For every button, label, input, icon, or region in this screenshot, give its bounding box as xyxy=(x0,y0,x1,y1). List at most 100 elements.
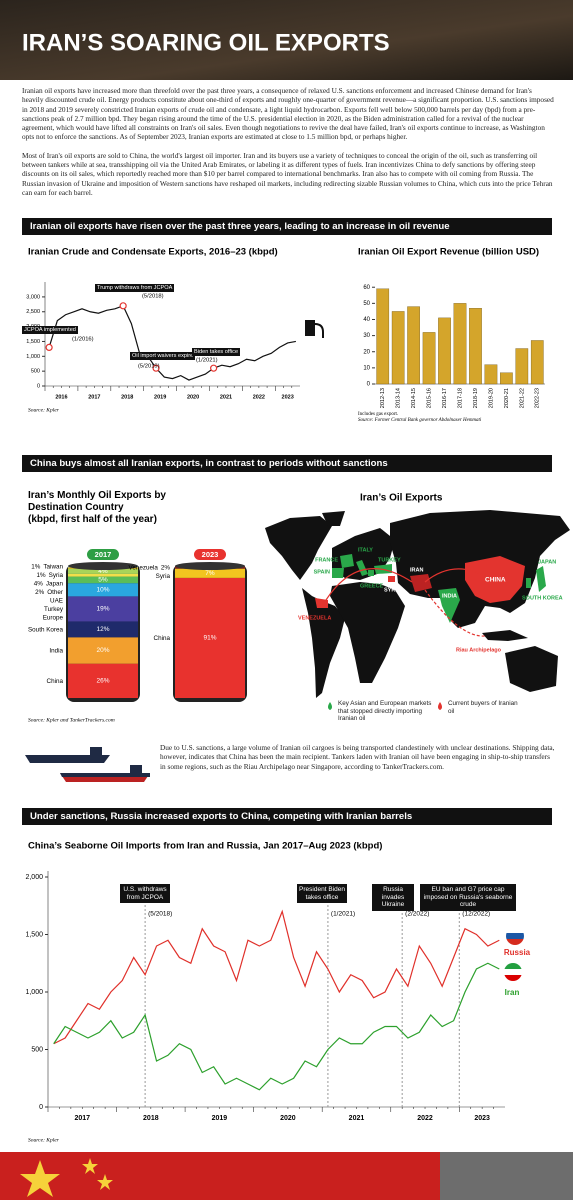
event-label: Russia invades Ukraine xyxy=(372,884,414,911)
x-tick-label: 2016-17 xyxy=(442,388,448,408)
barrel-segment xyxy=(175,577,245,698)
side-label-part: 2% xyxy=(161,564,171,571)
side-label-part: Japan xyxy=(46,580,64,587)
side-label: 1% Taiwan xyxy=(31,563,63,570)
chart-title: Iran’s Monthly Oil Exports by Destinatio… xyxy=(28,490,166,513)
flag-iran xyxy=(504,963,522,981)
side-label: South Korea xyxy=(28,626,64,633)
y-tick-label: 30 xyxy=(363,333,370,339)
chart-title: Iranian Oil Export Revenue (billion USD) xyxy=(358,247,539,258)
bar xyxy=(407,306,420,385)
value-label: 5% xyxy=(98,577,108,584)
x-tick-label: 2020 xyxy=(187,394,199,400)
current-buyers xyxy=(315,556,525,608)
x-tick-label: 2013-14 xyxy=(396,388,402,408)
page-title: IRAN’S SOARING OIL EXPORTS xyxy=(22,29,390,56)
y-tick-label: 2,500 xyxy=(26,309,40,315)
side-label-part: UAE xyxy=(50,597,63,604)
map-title: Iran’s Oil Exports xyxy=(360,493,443,504)
map-label: IRAN xyxy=(410,567,423,573)
event-date: (5/2018) xyxy=(148,911,172,918)
chart: China’s Seaborne Oil Imports from Iran a… xyxy=(25,841,531,1144)
former-buyers xyxy=(332,554,546,623)
event-label: EU ban and G7 price cap imposed on Russi… xyxy=(420,884,516,911)
chart-subtitle: (kbpd, first half of the year) xyxy=(28,514,157,525)
x-tick-label: 2018 xyxy=(143,1115,159,1122)
chart-title: Iranian Crude and Condensate Exports, 20… xyxy=(28,247,278,258)
map-label: Riau Archipelago xyxy=(456,647,502,653)
side-label-part: Syria xyxy=(49,572,64,579)
pump-icon xyxy=(305,320,324,338)
y-tick-label: 500 xyxy=(31,1046,43,1053)
x-tick-label: 2017-18 xyxy=(457,388,463,408)
value-label: 7% xyxy=(205,570,215,577)
x-tick-label: 2021 xyxy=(349,1115,365,1122)
event-date: (2/2022) xyxy=(405,911,429,918)
event-date: (1/2021) xyxy=(331,911,355,918)
note: Source: Former Central Bank governor Abd… xyxy=(358,418,482,423)
map: Iran’s Oil Exports FRANCE SPAIN xyxy=(265,493,570,710)
side-label-part: India xyxy=(49,647,63,654)
value-label: 91% xyxy=(203,635,216,642)
event-date: (5/2019) xyxy=(138,364,160,370)
side-label-part: Other xyxy=(47,589,63,596)
barrel-segment xyxy=(68,621,138,638)
intro: Iranian oil exports have increased more … xyxy=(22,86,554,206)
barrel-segment xyxy=(68,568,138,574)
bar xyxy=(422,332,436,385)
source: Source: Kpler xyxy=(28,407,60,413)
bar xyxy=(438,317,451,385)
note: Includes gas export. xyxy=(358,412,398,417)
x-tick-label: 2022 xyxy=(253,394,265,400)
value-label: 12% xyxy=(96,626,109,633)
y-tick-label: 40 xyxy=(363,317,370,323)
event-label: Biden takes office xyxy=(192,348,241,356)
map-label: SYRIA xyxy=(384,587,401,593)
side-label: 4% Japan xyxy=(34,580,64,587)
legend-symbol xyxy=(438,702,442,710)
ship-note: Due to U.S. sanctions, a large volume of… xyxy=(160,743,555,771)
side-label-part: China xyxy=(47,678,64,685)
category-label: 2023 xyxy=(202,550,219,559)
x-tick-label: 2021 xyxy=(220,394,232,400)
year-pill xyxy=(194,549,226,560)
x-tick-label: 2022-23 xyxy=(535,388,541,408)
line-series xyxy=(48,305,296,381)
x-tick-label: 2020-21 xyxy=(504,388,510,408)
bar xyxy=(515,348,529,385)
side-label: Europe xyxy=(43,614,64,621)
side-label: Syria xyxy=(156,572,171,579)
x-tick-label: 2018-19 xyxy=(473,388,479,408)
side-label: Turkey xyxy=(44,606,64,613)
map-label: CHINA xyxy=(485,577,506,584)
side-label-part: 1% xyxy=(31,563,41,570)
map-label: GREECE xyxy=(360,583,384,589)
x-tick-label: 2023 xyxy=(282,394,294,400)
x-tick-label: 2017 xyxy=(88,394,100,400)
event-label: President Biden takes office xyxy=(297,884,347,903)
header: IRAN’S SOARING OIL EXPORTS xyxy=(0,0,573,80)
y-tick-label: 0 xyxy=(367,382,371,388)
barrel-segment xyxy=(68,637,138,664)
chart: Iranian Crude and Condensate Exports, 20… xyxy=(26,247,324,413)
y-tick-label: 0 xyxy=(39,1104,43,1111)
map-label: VENEZUELA xyxy=(298,615,331,621)
event-marker xyxy=(45,343,53,351)
source: Source: Kpler xyxy=(28,1137,60,1143)
map-label: TURKEY xyxy=(378,557,401,563)
map-label: SPAIN xyxy=(314,569,330,575)
y-tick-label: 10 xyxy=(363,365,370,371)
bar xyxy=(376,288,390,385)
barrel-top xyxy=(68,562,138,570)
header-bg xyxy=(0,0,573,80)
map-label: ITALY xyxy=(358,547,373,553)
event-date: (12/2022) xyxy=(462,911,490,918)
legend-label: Russia xyxy=(504,948,531,957)
y-tick-label: 1,500 xyxy=(25,931,43,938)
legend-symbol xyxy=(328,702,332,710)
barrel-segment xyxy=(175,568,245,578)
side-label: Venezuela 2% xyxy=(128,564,170,571)
y-tick-label: 60 xyxy=(363,285,370,291)
